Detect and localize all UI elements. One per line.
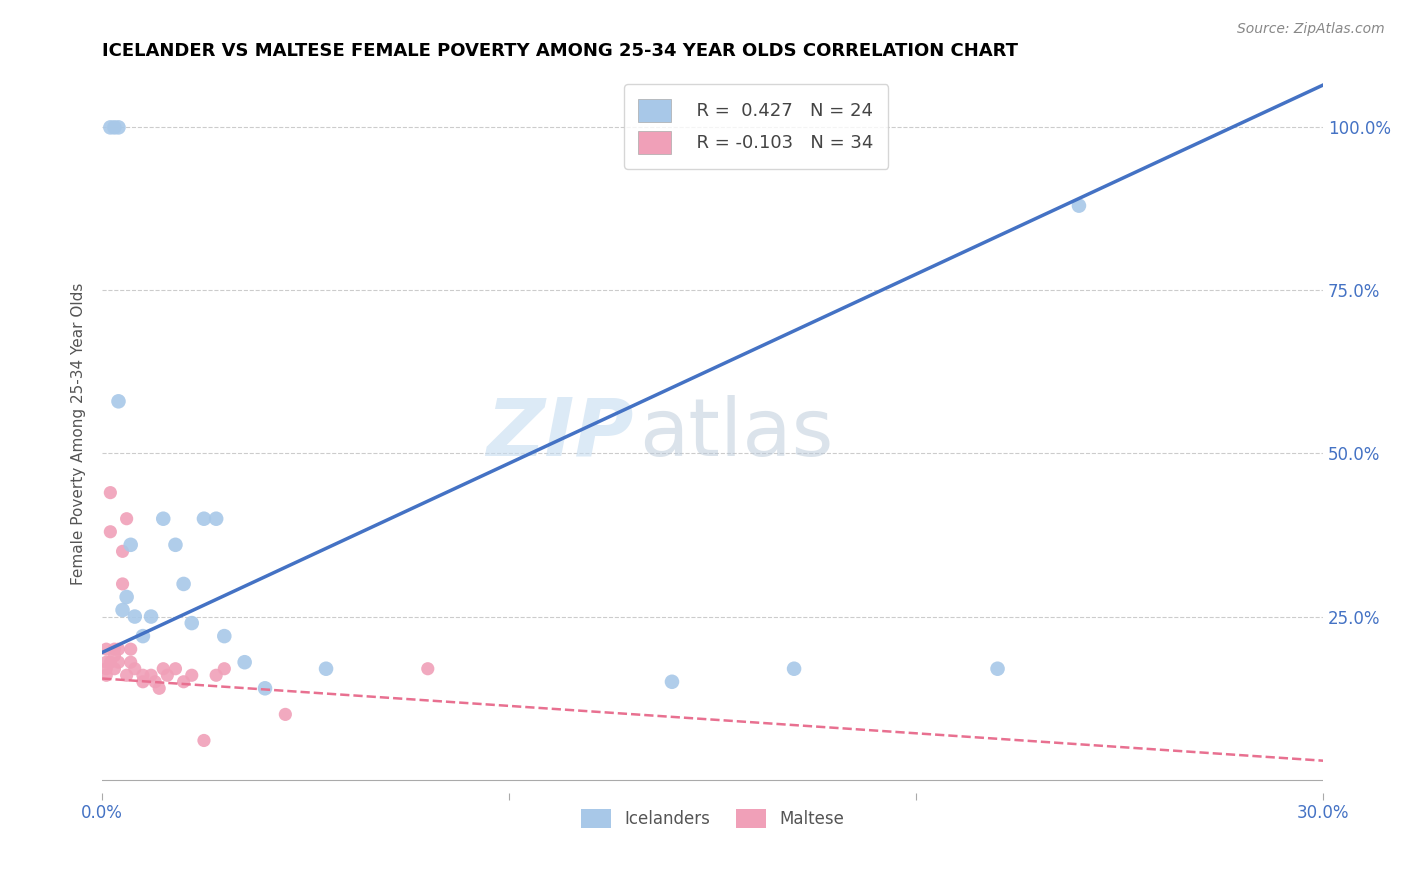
Point: [180, 616, 202, 631]
Point: [416, 662, 439, 676]
Point: [152, 662, 174, 676]
Point: [107, 394, 129, 409]
Point: [115, 512, 138, 526]
Point: [96, 668, 118, 682]
Point: [120, 538, 142, 552]
Point: [783, 662, 806, 676]
Point: [132, 668, 155, 682]
Point: [120, 642, 142, 657]
Point: [180, 668, 202, 682]
Point: [107, 642, 129, 657]
Point: [132, 629, 155, 643]
Point: [98, 524, 121, 539]
Point: [205, 512, 228, 526]
Point: [139, 668, 162, 682]
Point: [111, 577, 134, 591]
Point: [139, 609, 162, 624]
Text: atlas: atlas: [640, 395, 834, 473]
Point: [96, 642, 118, 657]
Point: [111, 603, 134, 617]
Point: [253, 681, 276, 696]
Point: [143, 674, 166, 689]
Point: [120, 655, 142, 669]
Point: [124, 609, 146, 624]
Point: [96, 662, 118, 676]
Point: [165, 538, 187, 552]
Point: [661, 674, 683, 689]
Point: [274, 707, 297, 722]
Point: [165, 662, 187, 676]
Point: [193, 512, 215, 526]
Point: [315, 662, 337, 676]
Point: [107, 655, 129, 669]
Point: [98, 485, 121, 500]
Point: [1067, 199, 1090, 213]
Point: [103, 648, 125, 663]
Point: [214, 662, 236, 676]
Point: [124, 662, 146, 676]
Legend: Icelanders, Maltese: Icelanders, Maltese: [575, 802, 851, 835]
Point: [987, 662, 1010, 676]
Text: ZIP: ZIP: [486, 395, 633, 473]
Y-axis label: Female Poverty Among 25-34 Year Olds: Female Poverty Among 25-34 Year Olds: [72, 283, 86, 585]
Point: [193, 733, 215, 747]
Point: [103, 120, 125, 135]
Point: [96, 655, 118, 669]
Point: [156, 668, 179, 682]
Point: [173, 674, 195, 689]
Point: [132, 674, 155, 689]
Point: [98, 655, 121, 669]
Point: [214, 629, 236, 643]
Point: [115, 668, 138, 682]
Point: [98, 120, 121, 135]
Point: [115, 590, 138, 604]
Text: ICELANDER VS MALTESE FEMALE POVERTY AMONG 25-34 YEAR OLDS CORRELATION CHART: ICELANDER VS MALTESE FEMALE POVERTY AMON…: [103, 42, 1018, 60]
Point: [103, 662, 125, 676]
Point: [173, 577, 195, 591]
Text: Source: ZipAtlas.com: Source: ZipAtlas.com: [1237, 22, 1385, 37]
Point: [103, 642, 125, 657]
Point: [152, 512, 174, 526]
Point: [107, 120, 129, 135]
Point: [148, 681, 170, 696]
Point: [233, 655, 256, 669]
Point: [111, 544, 134, 558]
Point: [205, 668, 228, 682]
